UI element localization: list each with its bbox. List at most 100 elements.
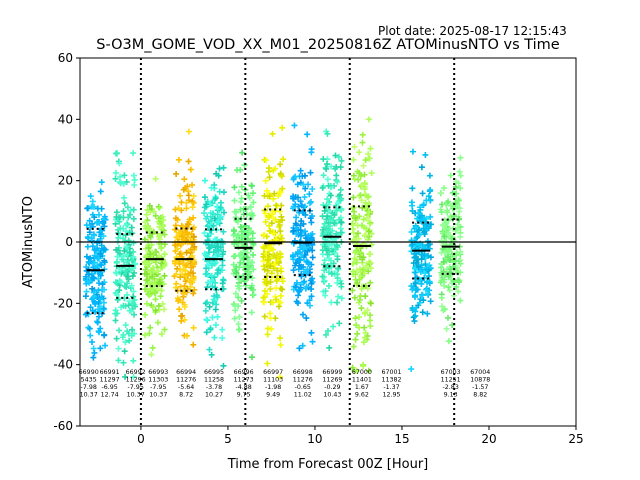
data-point xyxy=(82,273,89,280)
data-point xyxy=(445,338,452,345)
data-point xyxy=(303,283,310,290)
orbit-stat-marker-10 xyxy=(412,221,431,280)
data-point xyxy=(214,313,221,320)
data-point xyxy=(92,299,99,306)
data-point xyxy=(416,231,423,238)
data-point xyxy=(220,164,227,171)
data-point xyxy=(204,233,211,240)
data-point xyxy=(423,220,430,227)
data-point xyxy=(121,247,128,254)
data-point xyxy=(86,325,93,332)
orbit-stat-label: 66997 11103 -1.98 9.49 xyxy=(263,369,283,399)
data-point xyxy=(275,192,282,199)
data-point xyxy=(272,261,279,268)
data-point xyxy=(423,285,430,292)
data-point xyxy=(447,269,454,276)
data-point xyxy=(250,266,257,273)
data-point xyxy=(358,197,365,204)
data-point xyxy=(360,363,367,370)
data-point xyxy=(112,175,119,182)
data-point xyxy=(424,310,431,317)
data-point xyxy=(262,177,269,184)
data-point xyxy=(231,315,238,322)
data-point xyxy=(349,364,356,371)
data-point xyxy=(152,175,159,182)
data-point xyxy=(101,223,108,230)
data-point xyxy=(270,215,277,222)
data-point xyxy=(123,222,130,229)
data-point xyxy=(319,247,326,254)
data-point xyxy=(423,265,430,272)
data-point xyxy=(210,210,217,217)
data-point xyxy=(362,157,369,164)
data-point xyxy=(97,325,104,332)
data-point xyxy=(220,228,227,235)
data-point xyxy=(128,308,135,315)
data-point xyxy=(302,203,309,210)
data-point xyxy=(359,131,366,138)
data-point xyxy=(237,198,244,205)
data-point xyxy=(323,165,330,172)
data-point xyxy=(443,325,450,332)
data-point xyxy=(274,267,281,274)
data-point xyxy=(265,168,272,175)
data-point xyxy=(158,287,165,294)
data-point xyxy=(262,210,269,217)
data-point xyxy=(125,302,132,309)
data-point xyxy=(112,169,119,176)
data-point xyxy=(95,255,102,262)
data-point xyxy=(131,296,138,303)
data-point xyxy=(180,224,187,231)
data-point xyxy=(131,330,138,337)
data-point xyxy=(142,332,149,339)
data-point xyxy=(350,238,357,245)
data-point xyxy=(95,313,102,320)
data-point xyxy=(365,116,372,123)
data-point xyxy=(261,287,268,294)
data-point xyxy=(179,299,186,306)
data-point xyxy=(94,245,101,252)
data-point xyxy=(112,150,119,157)
data-point xyxy=(365,268,372,275)
data-point xyxy=(421,229,428,236)
orbit-stat-marker-4 xyxy=(205,228,224,291)
data-point xyxy=(416,276,423,283)
data-point xyxy=(277,341,284,348)
data-point xyxy=(302,185,309,192)
data-point xyxy=(203,299,210,306)
data-point xyxy=(262,250,269,257)
data-point xyxy=(88,339,95,346)
data-point xyxy=(319,273,326,280)
x-tick-label: 25 xyxy=(568,432,583,446)
data-point xyxy=(337,191,344,198)
data-point xyxy=(206,346,213,353)
data-point xyxy=(333,230,340,237)
data-point xyxy=(326,223,333,230)
data-point xyxy=(350,212,357,219)
data-point xyxy=(177,192,184,199)
data-point xyxy=(422,151,429,158)
data-point xyxy=(125,330,132,337)
data-point xyxy=(266,174,273,181)
data-point xyxy=(261,245,268,252)
data-point xyxy=(260,263,267,270)
data-point xyxy=(237,259,244,266)
data-point xyxy=(290,267,297,274)
data-point xyxy=(149,303,156,310)
data-point xyxy=(232,303,239,310)
data-point xyxy=(115,357,122,364)
data-point xyxy=(361,186,368,193)
data-point xyxy=(408,282,415,289)
data-point xyxy=(334,178,341,185)
data-point xyxy=(270,246,277,253)
data-point xyxy=(185,128,192,135)
data-point xyxy=(231,197,238,204)
y-tick-label: -40 xyxy=(53,358,73,372)
data-point xyxy=(359,139,366,146)
data-point xyxy=(452,267,459,274)
data-point xyxy=(208,351,215,358)
data-point xyxy=(354,267,361,274)
data-point xyxy=(352,315,359,322)
data-point xyxy=(191,243,198,250)
data-point xyxy=(324,176,331,183)
